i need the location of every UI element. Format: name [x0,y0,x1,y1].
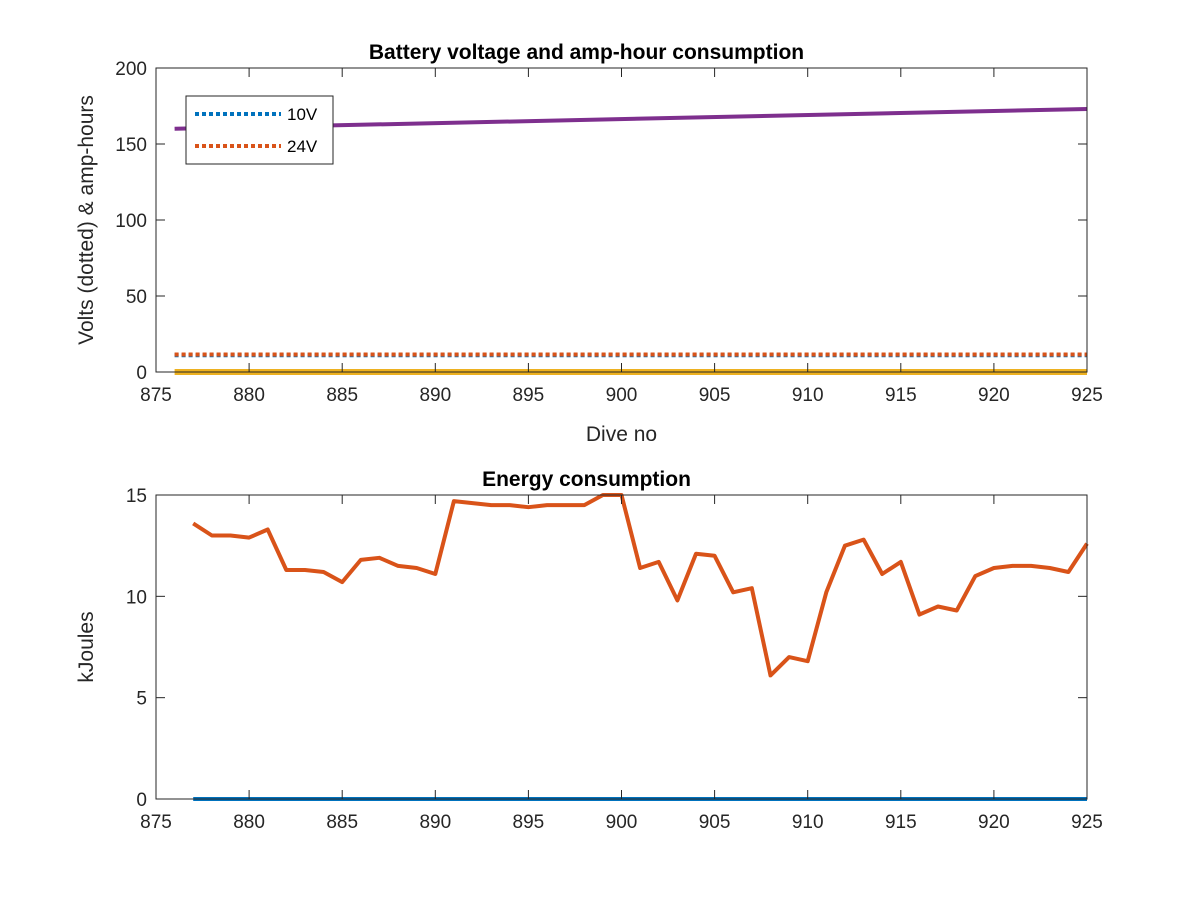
energy-y-tick-label: 15 [126,486,147,507]
voltage-x-tick-label: 900 [606,385,638,406]
voltage-x-tick-label: 910 [792,385,824,406]
energy-x-tick-label: 890 [419,812,451,833]
energy-x-tick-label: 915 [885,812,917,833]
energy-x-tick-label: 895 [513,812,545,833]
voltage-y-tick-label: 200 [115,59,147,80]
voltage-y-tick-label: 150 [115,135,147,156]
energy-axes: 875 880 885 890 895 900 905 910 915 920 925 0 5 10 15 E… [75,468,1103,833]
energy-x-tick-label: 885 [326,812,358,833]
energy-y-tick-label: 0 [136,790,147,811]
voltage-x-tick-label: 915 [885,385,917,406]
legend-label-10v: 10V [287,105,318,124]
voltage-x-tick-label: 880 [233,385,265,406]
voltage-x-tick-label: 925 [1071,385,1103,406]
energy-y-tick-label: 10 [126,587,147,608]
energy-x-tick-label: 900 [606,812,638,833]
energy-x-tick-label: 905 [699,812,731,833]
energy-y-axis-label: kJoules [75,611,98,682]
energy-x-tick-label: 925 [1071,812,1103,833]
voltage-x-axis-label: Dive no [586,423,657,446]
legend-label-24v: 24V [287,137,318,156]
energy-x-tick-label: 875 [140,812,172,833]
voltage-legend: 10V 24V [185,95,334,165]
energy-x-tick-label: 920 [978,812,1010,833]
voltage-x-tick-label: 885 [326,385,358,406]
voltage-chart-title: Battery voltage and amp-hour consumption [369,41,804,64]
energy-series-line-1 [192,493,1089,678]
voltage-y-tick-label: 50 [126,287,147,308]
energy-y-tick-label: 5 [136,689,147,710]
voltage-axes: 875 880 885 890 895 900 905 910 915 920 925 0 50 100 1… [75,41,1103,446]
voltage-x-tick-label: 905 [699,385,731,406]
voltage-x-tick-label: 875 [140,385,172,406]
legend-box [185,95,334,165]
voltage-x-tick-label: 890 [419,385,451,406]
energy-x-tick-label: 910 [792,812,824,833]
voltage-x-tick-label: 895 [513,385,545,406]
energy-chart-title: Energy consumption [482,468,691,491]
voltage-y-axis-label: Volts (dotted) & amp-hours [75,95,98,345]
voltage-y-tick-label: 0 [136,363,147,384]
voltage-x-tick-label: 920 [978,385,1010,406]
energy-x-tick-label: 880 [233,812,265,833]
voltage-y-tick-label: 100 [115,211,147,232]
